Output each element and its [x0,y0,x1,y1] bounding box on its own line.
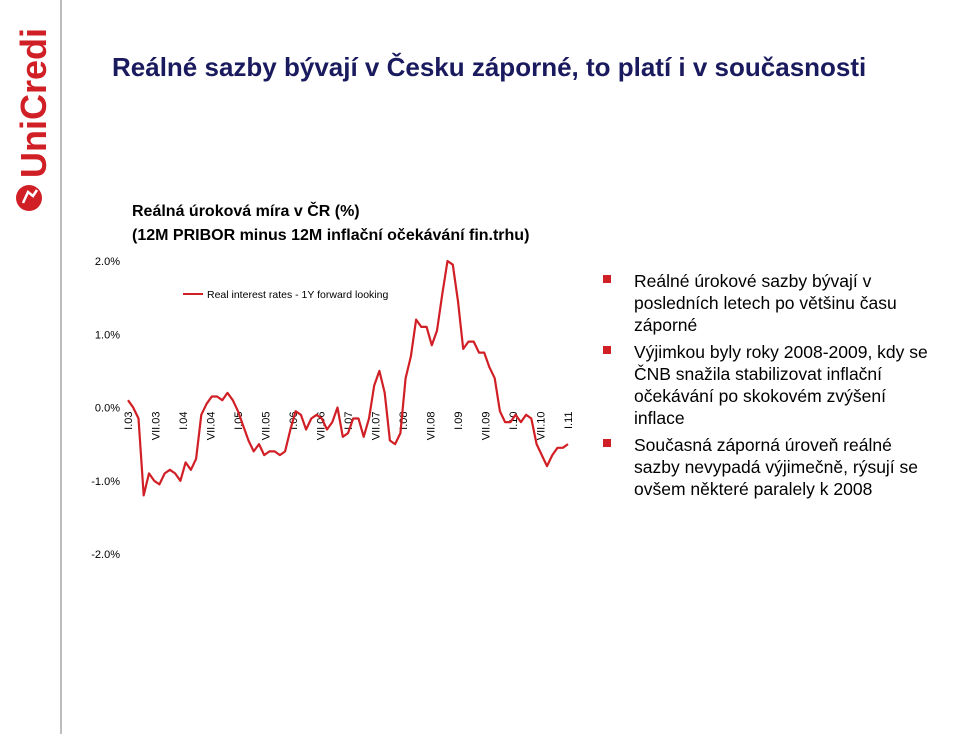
x-axis: I.03 VII.03 I.04 VII.04 I.05 VII.05 I.06 VII.06… [123,412,575,441]
bullet-text: Reálné úrokové sazby bývají v posledních… [634,271,897,335]
y-tick-label: 2.0% [95,256,120,268]
x-tick-label: VII.04 [206,412,218,441]
x-tick-label: VII.03 [151,412,163,441]
legend-box [180,283,372,305]
x-tick-label: I.04 [178,412,190,430]
x-tick-label: I.03 [123,412,135,430]
x-tick-label: VII.05 [261,412,273,441]
x-tick-label: VII.09 [481,412,493,441]
x-tick-label: I.11 [563,412,575,430]
y-axis: 2.0% 1.0% 0.0% -1.0% -2.0% [91,256,120,561]
y-tick-label: -1.0% [91,476,120,488]
brand-divider [60,0,62,734]
bullet-item: Současná záporná úroveň reálné sazby nev… [600,434,930,500]
y-tick-label: 0.0% [95,403,120,415]
bullet-item: Výjimkou byly roky 2008-2009, kdy se ČNB… [600,341,930,429]
series-layer [127,259,569,497]
x-tick-label: VII.07 [371,412,383,441]
chart-title-line2: (12M PRIBOR minus 12M inflační očekávání… [132,227,529,244]
x-tick-label: VII.06 [316,412,328,441]
slide-title: Reálné sazby bývají v Česku záporné, to … [112,52,867,82]
series-line [127,259,569,497]
logo-emblem [16,185,42,211]
y-tick-label: 1.0% [95,329,120,341]
brand-band [0,0,58,734]
bullet-marker [603,346,611,354]
bullet-text: Současná záporná úroveň reálné sazby nev… [634,435,919,499]
y-tick-label: -2.0% [91,549,120,561]
bullet-item: Reálné úrokové sazby bývají v posledních… [600,270,930,336]
bullet-marker [603,439,611,447]
logo-wordmark: UniCredit [13,28,54,178]
x-tick-label: I.07 [343,412,355,430]
x-tick-label: I.08 [398,412,410,430]
x-tick-label: I.10 [508,412,520,430]
unicredit-logo: UniCredit [13,28,54,211]
chart-title-line1: Reálná úroková míra v ČR (%) [132,201,360,220]
bullet-marker [603,275,611,283]
bullet-list: Reálné úrokové sazby bývají v posledních… [600,270,930,505]
bullet-text: Výjimkou byly roky 2008-2009, kdy se ČNB… [634,342,928,428]
x-tick-label: VII.08 [426,412,438,441]
x-tick-label: I.09 [453,412,465,430]
x-tick-label: VII.10 [536,412,548,441]
legend-label: Real interest rates - 1Y forward looking [207,289,388,301]
